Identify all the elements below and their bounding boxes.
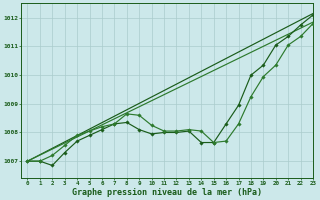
X-axis label: Graphe pression niveau de la mer (hPa): Graphe pression niveau de la mer (hPa)	[72, 188, 262, 197]
